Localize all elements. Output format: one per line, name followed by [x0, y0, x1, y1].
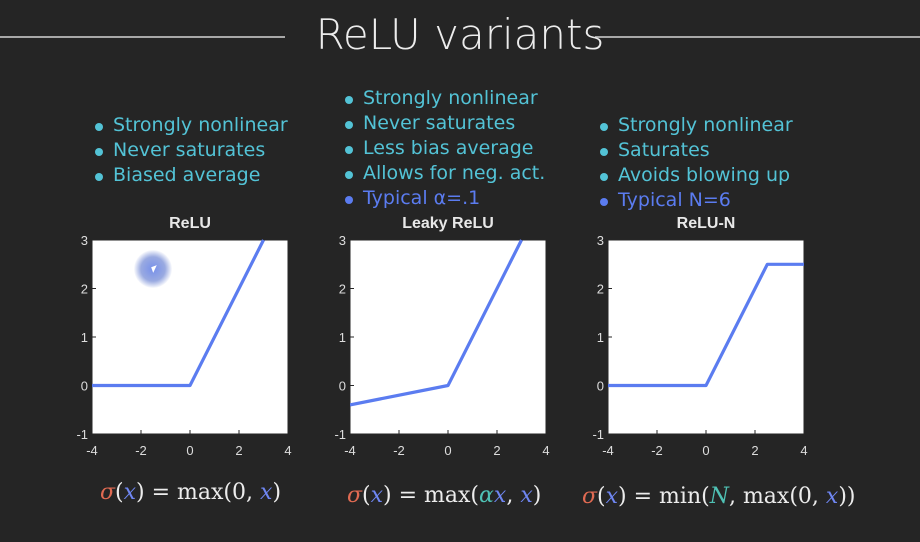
x-tick-label: 0: [444, 443, 451, 458]
plot-2: -4 -2 0 2 4 -1 0 1 2 3: [592, 233, 807, 458]
cursor-highlight: [134, 250, 172, 288]
bullet-item: Never saturates: [345, 111, 545, 136]
x-tick-label: 0: [702, 443, 709, 458]
title-rule-right: [595, 36, 920, 38]
y-tick-label: 2: [81, 282, 88, 297]
x-tick-label: 2: [235, 443, 242, 458]
x-tick-label: -4: [344, 443, 356, 458]
relu-n-bullet-list: Strongly nonlinear Saturates Avoids blowin…: [600, 113, 793, 213]
y-tick-label: 3: [81, 233, 88, 248]
sigma-symbol: σ: [582, 484, 598, 509]
formula-variable: x: [123, 480, 137, 505]
leaky-relu-bullet-list: Strongly nonlinear Never saturates Less bi…: [345, 86, 545, 211]
x-tick-label: 0: [186, 443, 193, 458]
formula-variable: x: [825, 484, 839, 509]
bullet-item: Saturates: [600, 138, 793, 163]
x-tick-label: 4: [284, 443, 291, 458]
formula-variable: x: [520, 483, 533, 508]
leaky-relu-formula: σ(x) = max(αx, x): [347, 483, 542, 508]
relu-bullet-list: Strongly nonlinear Never saturates Biased …: [95, 113, 288, 188]
y-tick-label: 0: [339, 379, 346, 394]
formula-variable: x: [493, 483, 507, 508]
activation-line: [92, 239, 265, 388]
x-tick-label: -4: [86, 443, 98, 458]
bullet-item: Strongly nonlinear: [345, 86, 545, 111]
relu-n-formula: σ(x) = min(N, max(0, x)): [582, 484, 856, 509]
bullet-item: Avoids blowing up: [600, 163, 793, 188]
bullet-item: Typical α=.1: [345, 186, 545, 211]
x-tick-label: -2: [135, 443, 147, 458]
y-tick-label: 1: [339, 330, 346, 345]
formula-variable: x: [370, 483, 384, 508]
plot-1: -4 -2 0 2 4 -1 0 1 2 3: [334, 233, 549, 458]
formula-parameter: α: [479, 483, 494, 508]
x-tick-label: 4: [800, 443, 807, 458]
y-tick-label: 1: [81, 330, 88, 345]
relu-plot-title: ReLU: [169, 215, 211, 232]
bullet-item: Strongly nonlinear: [600, 113, 793, 138]
y-tick-label: 3: [597, 233, 604, 248]
formula-parameter: N: [709, 484, 729, 509]
title-rule-left: [0, 36, 285, 38]
relu-n-plot-title: ReLU-N: [676, 215, 736, 232]
relu-formula: σ(x) = max(0, x): [100, 480, 282, 505]
sigma-symbol: σ: [347, 483, 363, 508]
bullet-item: Biased average: [95, 163, 288, 188]
bullet-item: Less bias average: [345, 136, 545, 161]
plot-area: [91, 239, 289, 435]
x-tick-label: -2: [393, 443, 405, 458]
x-tick-label: 2: [751, 443, 758, 458]
bullet-item: Strongly nonlinear: [95, 113, 288, 138]
x-tick-label: -2: [651, 443, 663, 458]
y-tick-label: -1: [334, 427, 346, 442]
plot-area: [349, 239, 547, 435]
activation-line: [350, 239, 523, 407]
activation-line: [608, 262, 804, 388]
y-tick-label: -1: [592, 427, 604, 442]
leaky-relu-plot-title: Leaky ReLU: [402, 215, 494, 232]
y-tick-label: 0: [597, 379, 604, 394]
formula-variable: x: [260, 480, 273, 505]
x-tick-label: 4: [542, 443, 549, 458]
slide-title: ReLU variants: [315, 10, 605, 59]
y-tick-label: 0: [81, 379, 88, 394]
x-tick-label: -4: [602, 443, 614, 458]
plot-0: -4 -2 0 2 4 -1 0 1 2 3: [76, 233, 291, 458]
formula-variable: x: [605, 484, 619, 509]
y-tick-label: 2: [339, 282, 346, 297]
sigma-symbol: σ: [100, 480, 116, 505]
bullet-item: Allows for neg. act.: [345, 161, 545, 186]
y-tick-label: 3: [339, 233, 346, 248]
bullet-item: Never saturates: [95, 138, 288, 163]
plot-area: [607, 239, 805, 435]
y-tick-label: 2: [597, 282, 604, 297]
y-tick-label: 1: [597, 330, 604, 345]
bullet-item: Typical N=6: [600, 188, 793, 213]
x-tick-label: 2: [493, 443, 500, 458]
y-tick-label: -1: [76, 427, 88, 442]
